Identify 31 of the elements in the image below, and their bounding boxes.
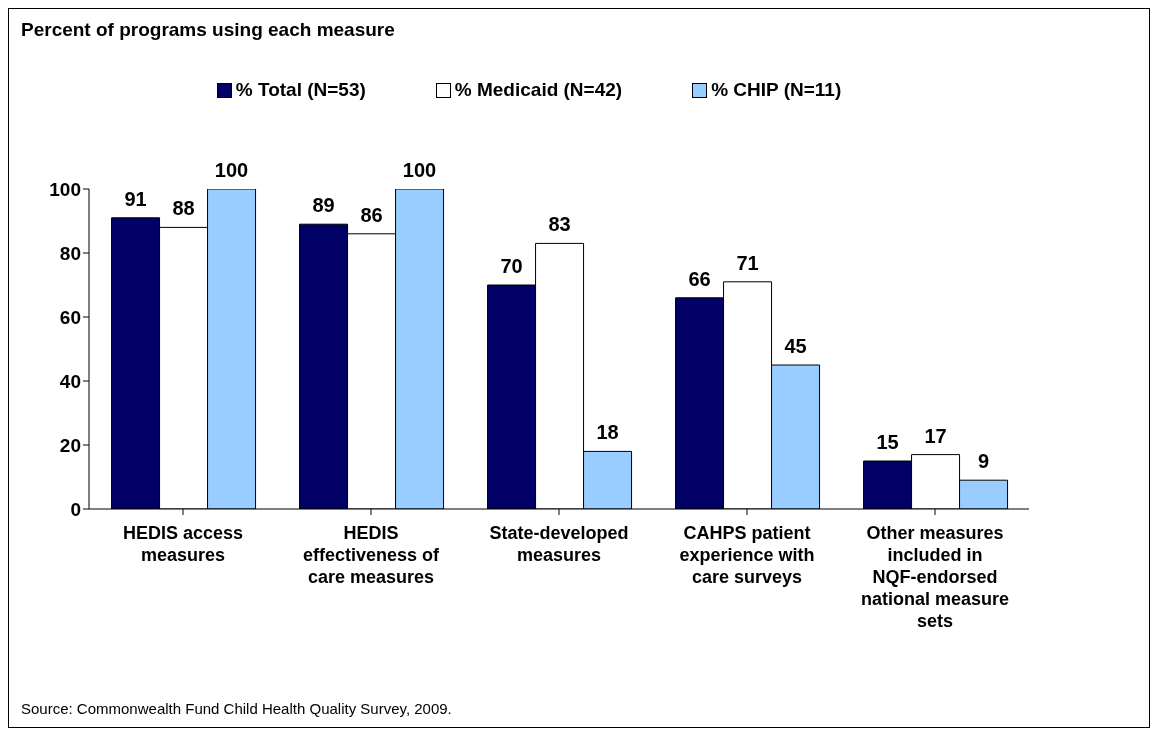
y-tick-label: 20 <box>59 434 81 456</box>
legend-label: % Medicaid (N=42) <box>453 79 623 101</box>
data-label: 88 <box>172 197 195 220</box>
chart-title: Percent of programs using each measure <box>21 19 395 41</box>
data-label: 91 <box>124 187 147 210</box>
source-note: Source: Commonwealth Fund Child Health Quality Survey, 2009. <box>21 700 452 717</box>
legend-label: % CHIP (N=11) <box>710 79 842 101</box>
y-tick-label: 60 <box>59 306 81 328</box>
y-tick-label: 40 <box>59 370 81 392</box>
data-label: 45 <box>784 335 807 357</box>
data-label: 15 <box>876 431 899 453</box>
y-tick-label: 0 <box>70 498 81 520</box>
y-tick-label: 80 <box>59 242 81 264</box>
y-tick-label: 100 <box>49 178 81 200</box>
x-tick-label: HEDIS effectiveness of care measures <box>302 523 441 587</box>
x-tick-label: HEDIS access measures <box>122 523 244 565</box>
legend-label: % Total (N=53) <box>234 79 366 101</box>
data-label: 83 <box>548 213 571 236</box>
data-label: 66 <box>688 267 711 290</box>
data-label: 17 <box>924 424 947 447</box>
data-label: 100 <box>214 159 249 181</box>
data-label: 86 <box>360 203 383 226</box>
data-label: 18 <box>596 421 619 444</box>
x-tick-label: Other measures included in NQF-endorsed national measure sets <box>860 523 1010 631</box>
data-label: 100 <box>402 159 437 181</box>
data-label: 89 <box>312 194 335 217</box>
data-label: 9 <box>978 450 990 473</box>
data-label: 70 <box>500 255 523 277</box>
x-tick-label: State-developed measures <box>489 523 629 565</box>
data-label: 71 <box>736 251 759 274</box>
x-tick-label: CAHPS patient experience with care surveys <box>679 523 815 587</box>
